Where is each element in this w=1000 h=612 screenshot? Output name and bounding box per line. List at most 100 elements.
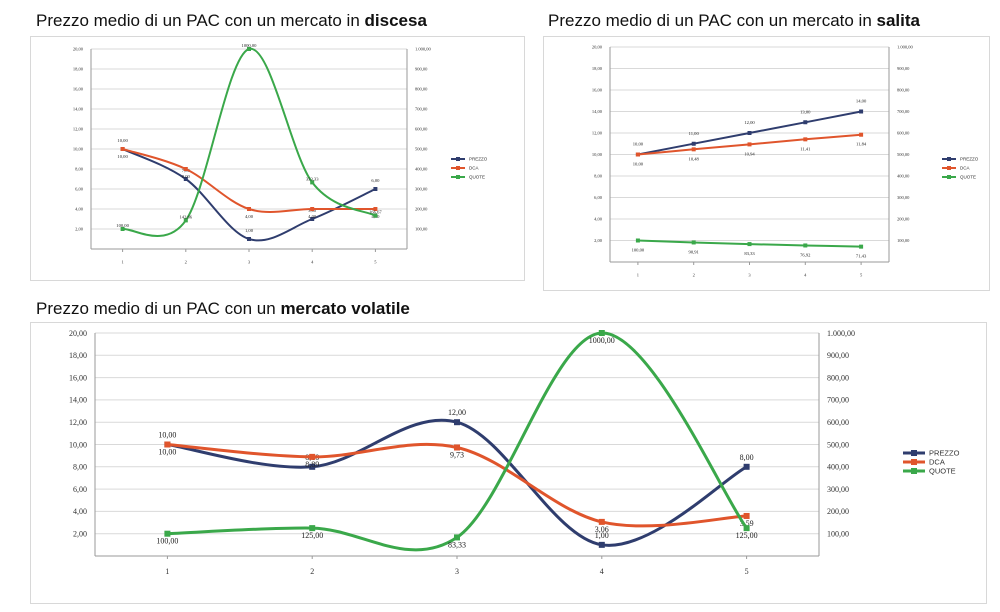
y2-tick-label: 800,00	[897, 88, 910, 94]
data-label-quote: 83,33	[744, 251, 755, 257]
legend-marker-dca	[911, 459, 917, 465]
data-label-quote: 1000,00	[242, 43, 258, 49]
x-tick-label: 3	[248, 260, 251, 265]
chart-panel-salita: 2,00 4,00 6,00 8,00 10,00 12,00 14,00 16,00 18,0…	[543, 36, 990, 291]
data-label-prezzo: 14,00	[856, 99, 867, 105]
legend-label-quote: QUOTE	[469, 175, 485, 180]
legend-label-prezzo: PREZZO	[929, 449, 960, 458]
y2-tick-label: 100,00	[415, 227, 428, 233]
x-tick-label: 5	[745, 567, 749, 576]
y-tick-label: 14,00	[73, 107, 84, 113]
x-tick-label: 3	[748, 273, 751, 278]
data-point-prezzo	[454, 419, 460, 426]
y-tick-label: 14,00	[592, 109, 603, 115]
legend-marker-prezzo	[947, 157, 951, 161]
data-point-dca	[309, 453, 316, 460]
y2-tick-label: 600,00	[415, 127, 428, 133]
y-tick-label: 12,00	[592, 131, 603, 137]
y-tick-label: 10,00	[69, 440, 87, 449]
x-tick-label: 5	[860, 273, 863, 278]
data-label-prezzo: 11,00	[689, 131, 700, 137]
y2-tick-label: 1.000,00	[415, 47, 432, 53]
data-point-prezzo	[691, 141, 696, 146]
x-tick-label: 4	[311, 260, 314, 265]
y-tick-label: 12,00	[69, 418, 87, 427]
data-point-dca	[598, 518, 605, 525]
chart-title-bold: mercato volatile	[280, 299, 410, 318]
data-label-dca: 4,00	[308, 214, 317, 220]
y2-tick-label: 500,00	[827, 440, 849, 449]
y-tick-label: 10,00	[73, 147, 84, 153]
y2-tick-label: 800,00	[415, 87, 428, 93]
chart-title-salita: Prezzo medio di un PAC con un mercato in…	[548, 11, 920, 31]
y2-tick-label: 200,00	[827, 507, 849, 516]
y2-tick-label: 800,00	[827, 373, 849, 382]
legend-label-prezzo: PREZZO	[469, 157, 488, 162]
data-label-dca: 8,00	[182, 174, 191, 180]
y2-tick-label: 300,00	[827, 485, 849, 494]
y2-tick-label: 500,00	[415, 147, 428, 153]
y2-tick-label: 300,00	[415, 187, 428, 193]
y2-tick-label: 300,00	[897, 195, 910, 201]
data-point-dca	[373, 207, 378, 211]
data-label-quote: 71,43	[856, 254, 867, 260]
data-label-prezzo: 1,00	[595, 531, 609, 540]
y2-tick-label: 100,00	[897, 238, 910, 244]
chart-panel-volatile: 2,00 4,00 6,00 8,00 10,00 12,00 14,00 16,00 18,0…	[30, 322, 987, 604]
data-point-quote	[373, 213, 378, 218]
data-label-dca: 8,89	[305, 460, 319, 469]
data-label-quote: 100,00	[632, 248, 645, 254]
data-label-dca: 11,41	[800, 146, 811, 152]
data-point-dca	[183, 167, 188, 171]
y2-tick-label: 700,00	[415, 107, 428, 113]
data-label-dca: 9,73	[450, 451, 464, 460]
series-line-prezzo	[122, 148, 376, 242]
legend-marker-dca	[947, 166, 951, 170]
data-point-quote	[598, 330, 605, 336]
y-tick-label: 4,00	[73, 507, 87, 516]
data-point-quote	[747, 242, 752, 247]
legend-label-quote: QUOTE	[929, 467, 956, 476]
y2-tick-label: 600,00	[897, 131, 910, 137]
x-tick-label: 2	[693, 273, 695, 278]
y-tick-label: 6,00	[594, 195, 603, 201]
chart-title-prefix: Prezzo medio di un PAC con un	[36, 299, 281, 318]
y-tick-label: 16,00	[592, 88, 603, 94]
data-label-quote: 83,33	[448, 540, 466, 549]
y-tick-label: 2,00	[75, 227, 84, 233]
data-point-quote	[454, 534, 460, 541]
data-label-prezzo: 6,00	[371, 178, 380, 184]
data-label-dca: 10,00	[158, 448, 176, 457]
y-tick-label: 16,00	[73, 87, 84, 93]
data-label-dca: 3,59	[740, 519, 754, 528]
data-label-dca: 10,00	[117, 154, 128, 160]
data-point-quote	[310, 180, 315, 185]
y2-tick-label: 700,00	[897, 109, 910, 115]
y-tick-label: 16,00	[69, 373, 87, 382]
x-tick-label: 1	[121, 260, 123, 265]
data-point-dca	[120, 147, 125, 151]
data-label-quote: 333,33	[306, 176, 319, 182]
y2-tick-label: 500,00	[897, 152, 910, 158]
data-point-prezzo	[183, 177, 188, 181]
chart-title-prefix: Prezzo medio di un PAC con un mercato in	[548, 11, 877, 30]
x-tick-label: 2	[310, 567, 314, 576]
y-tick-label: 8,00	[73, 463, 87, 472]
legend-marker-prezzo	[911, 450, 917, 456]
data-point-quote	[803, 243, 808, 248]
y2-tick-label: 400,00	[827, 463, 849, 472]
y2-tick-label: 900,00	[897, 66, 910, 72]
x-tick-label: 3	[455, 567, 459, 576]
x-tick-label: 4	[600, 567, 604, 576]
y2-tick-label: 200,00	[897, 217, 910, 223]
data-point-quote	[743, 525, 750, 532]
data-label-quote: 142,86	[179, 214, 192, 220]
data-label-prezzo: 10,00	[158, 431, 176, 440]
data-point-prezzo	[743, 463, 750, 470]
legend-marker-dca	[456, 166, 460, 170]
data-label-quote: 100,00	[116, 223, 129, 229]
data-label-prezzo: 8,00	[740, 453, 754, 462]
data-label-dca: 4,00	[245, 214, 254, 220]
data-point-quote	[691, 240, 696, 245]
data-point-quote	[309, 525, 316, 532]
